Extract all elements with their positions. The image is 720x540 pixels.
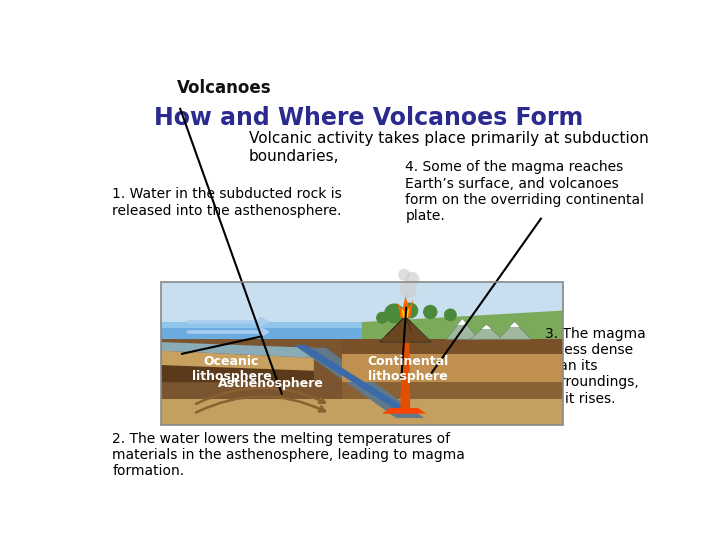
Polygon shape bbox=[161, 342, 314, 358]
Circle shape bbox=[384, 303, 404, 323]
Polygon shape bbox=[342, 339, 563, 400]
Polygon shape bbox=[379, 316, 431, 342]
Polygon shape bbox=[161, 400, 563, 425]
Polygon shape bbox=[458, 319, 467, 325]
Polygon shape bbox=[498, 322, 531, 339]
Polygon shape bbox=[382, 408, 426, 414]
Polygon shape bbox=[446, 319, 479, 339]
Text: Asthenosphere: Asthenosphere bbox=[217, 377, 323, 390]
Polygon shape bbox=[298, 348, 424, 418]
Polygon shape bbox=[161, 339, 563, 425]
Polygon shape bbox=[294, 345, 410, 411]
Circle shape bbox=[400, 280, 417, 298]
Text: Continental
lithosphere: Continental lithosphere bbox=[368, 355, 449, 383]
Circle shape bbox=[376, 312, 388, 323]
Circle shape bbox=[398, 269, 410, 281]
Text: Volcanic activity takes place primarily at subduction
boundaries,: Volcanic activity takes place primarily … bbox=[249, 131, 649, 164]
Text: 2. The water lowers the melting temperatures of
materials in the asthenosphere, : 2. The water lowers the melting temperat… bbox=[112, 431, 465, 478]
Polygon shape bbox=[401, 308, 410, 318]
Polygon shape bbox=[482, 325, 491, 329]
Polygon shape bbox=[161, 365, 314, 382]
Polygon shape bbox=[362, 310, 563, 339]
Text: 1. Water in the subducted rock is
released into the asthenosphere.: 1. Water in the subducted rock is releas… bbox=[112, 187, 342, 218]
Polygon shape bbox=[161, 282, 563, 339]
FancyArrowPatch shape bbox=[196, 388, 325, 404]
Polygon shape bbox=[161, 350, 314, 371]
Polygon shape bbox=[161, 328, 370, 339]
Circle shape bbox=[405, 272, 420, 286]
Text: How and Where Volcanoes Form: How and Where Volcanoes Form bbox=[154, 106, 584, 130]
Polygon shape bbox=[400, 342, 410, 411]
Text: Oceanic
lithosphere: Oceanic lithosphere bbox=[192, 355, 271, 383]
Polygon shape bbox=[161, 322, 370, 328]
FancyArrowPatch shape bbox=[196, 396, 325, 413]
Polygon shape bbox=[510, 322, 519, 327]
Circle shape bbox=[423, 305, 438, 319]
FancyArrowPatch shape bbox=[188, 319, 267, 326]
Circle shape bbox=[402, 302, 418, 319]
Text: Volcanoes: Volcanoes bbox=[176, 79, 271, 97]
Polygon shape bbox=[342, 354, 563, 382]
Text: 3. The magma
is less dense
than its
surroundings,
so it rises.: 3. The magma is less dense than its surr… bbox=[545, 327, 646, 406]
Polygon shape bbox=[397, 296, 413, 318]
Polygon shape bbox=[470, 325, 503, 339]
Text: 4. Some of the magma reaches
Earth’s surface, and volcanoes
form on the overridi: 4. Some of the magma reaches Earth’s sur… bbox=[405, 160, 644, 223]
Polygon shape bbox=[342, 339, 563, 354]
Circle shape bbox=[444, 308, 456, 321]
FancyArrowPatch shape bbox=[188, 329, 267, 335]
